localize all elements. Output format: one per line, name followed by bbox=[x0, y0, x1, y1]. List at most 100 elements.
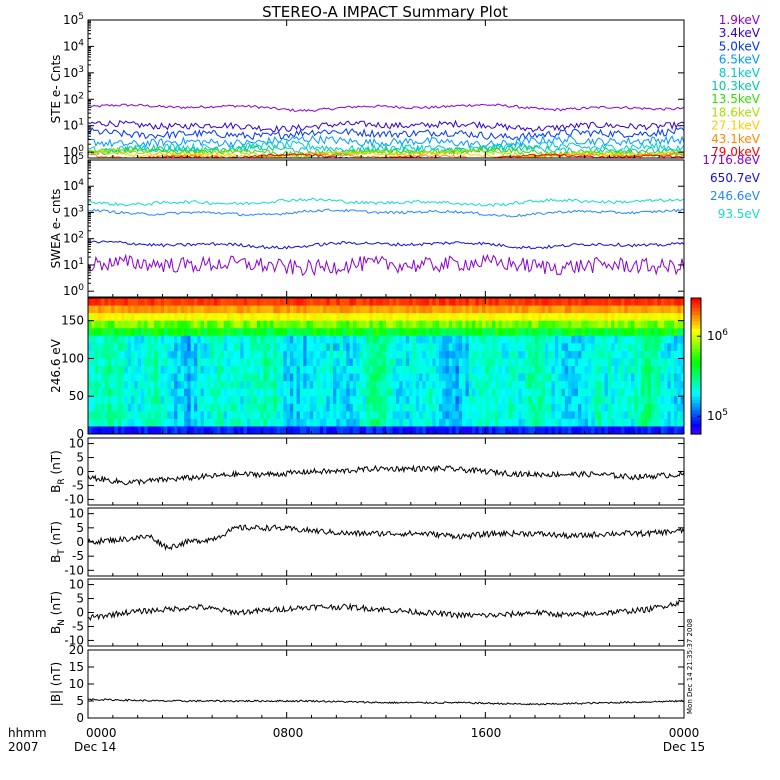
heatmap-cell bbox=[97, 335, 102, 344]
heatmap-cell bbox=[677, 313, 682, 322]
heatmap-cell bbox=[617, 411, 622, 420]
heatmap-cell bbox=[233, 305, 238, 314]
heatmap-cell bbox=[445, 305, 450, 314]
heatmap-cell bbox=[597, 373, 602, 382]
heatmap-cell bbox=[270, 403, 275, 412]
heatmap-cell bbox=[210, 396, 215, 405]
heatmap-cell bbox=[323, 418, 327, 428]
heatmap-cell bbox=[617, 350, 622, 360]
heatmap-cell bbox=[273, 426, 278, 434]
heatmap-cell bbox=[399, 388, 404, 397]
heatmap-cell bbox=[382, 358, 387, 367]
heatmap-cell bbox=[140, 396, 145, 405]
heatmap-cell bbox=[445, 320, 450, 329]
heatmap-cell bbox=[561, 418, 566, 428]
heatmap-cell bbox=[131, 403, 135, 412]
bt-ylabel: BT (nT) bbox=[49, 521, 67, 563]
heatmap-cell bbox=[246, 426, 251, 434]
heatmap-cell bbox=[637, 335, 642, 344]
heatmap-cell bbox=[260, 381, 265, 390]
heatmap-cell bbox=[131, 358, 135, 367]
heatmap-cell bbox=[382, 328, 387, 337]
heatmap-cell bbox=[207, 411, 212, 420]
ste-ytick-label-2: 102 bbox=[63, 91, 84, 106]
heatmap-cell bbox=[376, 411, 380, 420]
heatmap-cell bbox=[548, 305, 553, 314]
heatmap-cell bbox=[634, 343, 639, 352]
heatmap-cell bbox=[448, 335, 453, 344]
heatmap-cell bbox=[233, 381, 238, 390]
heatmap-cell bbox=[147, 343, 152, 352]
colorbar-swatch bbox=[691, 308, 701, 313]
heatmap-cell bbox=[597, 358, 602, 367]
heatmap-cell bbox=[498, 298, 503, 307]
heatmap-cell bbox=[329, 320, 334, 329]
heatmap-cell bbox=[475, 335, 480, 344]
heatmap-cell bbox=[289, 313, 294, 322]
heatmap-cell bbox=[243, 320, 248, 329]
heatmap-cell bbox=[289, 358, 294, 367]
heatmap-cell bbox=[465, 350, 470, 360]
heatmap-cell bbox=[164, 373, 169, 382]
heatmap-cell bbox=[246, 411, 251, 420]
heatmap-cell bbox=[478, 328, 483, 337]
heatmap-cell bbox=[465, 426, 470, 434]
heatmap-cell bbox=[664, 298, 669, 307]
heatmap-cell bbox=[392, 328, 397, 337]
heatmap-cell bbox=[190, 350, 195, 360]
heatmap-cell bbox=[614, 373, 619, 382]
heatmap-cell bbox=[505, 411, 510, 420]
heatmap-cell bbox=[604, 320, 609, 329]
heatmap-cell bbox=[640, 426, 645, 434]
heatmap-cell bbox=[528, 350, 533, 360]
heatmap-cell bbox=[650, 358, 655, 367]
heatmap-cell bbox=[339, 426, 344, 434]
heatmap-cell bbox=[491, 305, 496, 314]
heatmap-cell bbox=[680, 305, 684, 314]
heatmap-cell bbox=[319, 381, 324, 390]
heatmap-cell bbox=[299, 320, 304, 329]
heatmap-cell bbox=[621, 343, 625, 352]
heatmap-cell bbox=[634, 388, 639, 397]
heatmap-cell bbox=[594, 343, 599, 352]
heatmap-cell bbox=[117, 358, 122, 367]
heatmap-cell bbox=[452, 305, 457, 314]
heatmap-cell bbox=[425, 298, 430, 307]
heatmap-cell bbox=[104, 403, 109, 412]
heatmap-cell bbox=[207, 373, 212, 382]
heatmap-cell bbox=[131, 418, 135, 428]
heatmap-cell bbox=[521, 396, 526, 405]
heatmap-cell bbox=[591, 396, 596, 405]
heatmap-cell bbox=[462, 298, 467, 307]
heatmap-cell bbox=[187, 403, 192, 412]
heatmap-cell bbox=[571, 298, 576, 307]
heatmap-cell bbox=[227, 298, 231, 307]
heatmap-cell bbox=[276, 298, 281, 307]
heatmap-cell bbox=[104, 305, 109, 314]
heatmap-cell bbox=[402, 388, 407, 397]
heatmap-cell bbox=[150, 388, 155, 397]
bmag-ytick-label-2: 10 bbox=[69, 677, 84, 691]
heatmap-cell bbox=[525, 335, 529, 344]
heatmap-cell bbox=[246, 358, 251, 367]
heatmap-cell bbox=[409, 305, 414, 314]
heatmap-cell bbox=[313, 388, 318, 397]
heatmap-cell bbox=[538, 343, 543, 352]
heatmap-cell bbox=[260, 418, 265, 428]
heatmap-cell bbox=[160, 381, 165, 390]
heatmap-cell bbox=[617, 388, 622, 397]
heatmap-cell bbox=[293, 418, 298, 428]
heatmap-cell bbox=[465, 411, 470, 420]
heatmap-cell bbox=[525, 358, 529, 367]
heatmap-cell bbox=[402, 335, 407, 344]
heatmap-cell bbox=[455, 426, 460, 434]
heatmap-cell bbox=[170, 403, 175, 412]
heatmap-cell bbox=[157, 426, 162, 434]
heatmap-cell bbox=[498, 411, 503, 420]
heatmap-cell bbox=[419, 328, 424, 337]
heatmap-cell bbox=[366, 403, 371, 412]
heatmap-cell bbox=[614, 298, 619, 307]
heatmap-cell bbox=[289, 320, 294, 329]
heatmap-cell bbox=[140, 328, 145, 337]
heatmap-cell bbox=[399, 335, 404, 344]
